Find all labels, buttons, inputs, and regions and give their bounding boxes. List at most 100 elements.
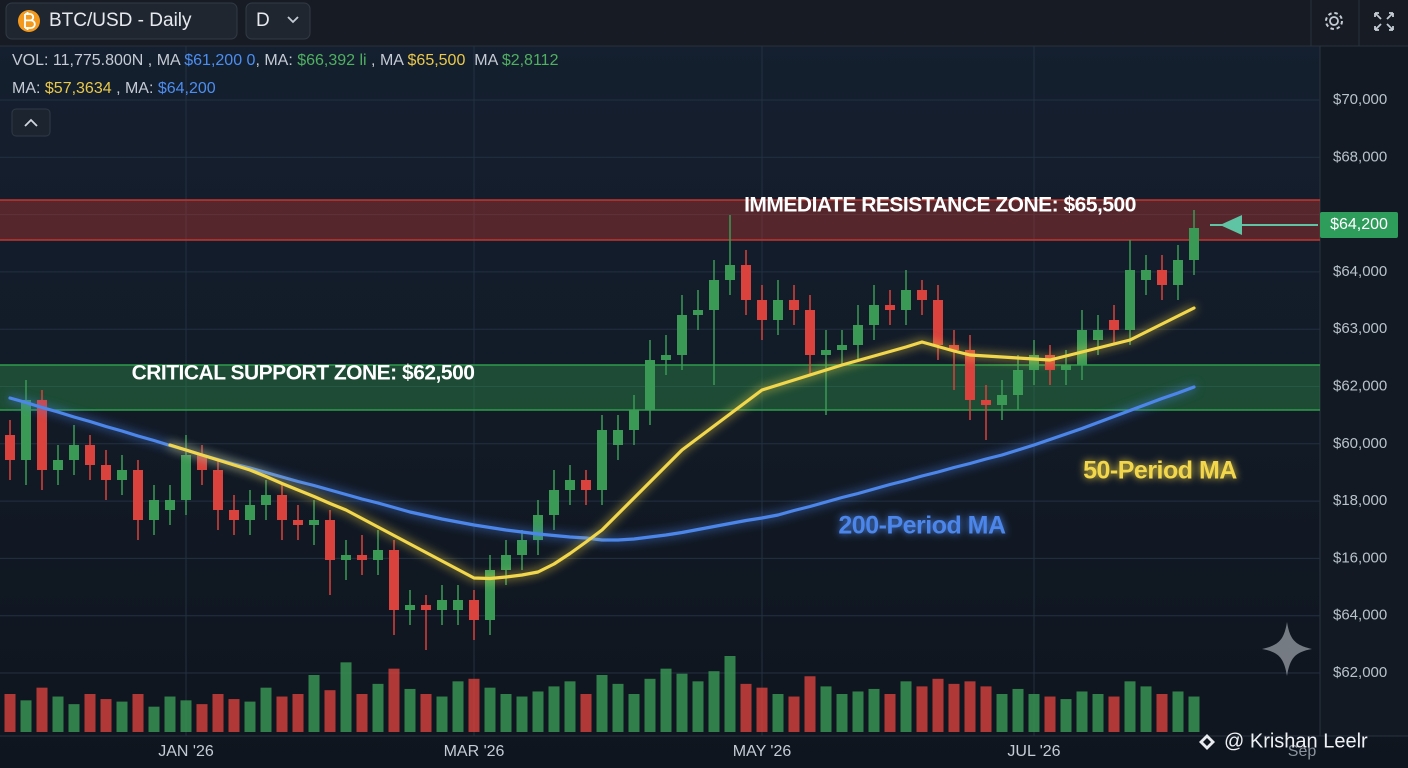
candle-body <box>981 400 991 405</box>
y-axis-label: $64,000 <box>1333 263 1387 280</box>
volume-bar <box>1028 694 1040 732</box>
candle-body <box>1189 228 1199 260</box>
candle-body <box>645 360 655 410</box>
candle-body <box>1093 330 1103 340</box>
candle-body <box>53 460 63 470</box>
volume-bar <box>708 671 720 732</box>
volume-bar <box>996 694 1008 732</box>
candle-body <box>1029 355 1039 370</box>
candle-body <box>1077 330 1087 365</box>
legend-segment: , MA <box>366 52 408 69</box>
candle-body <box>117 470 127 480</box>
candle-body <box>933 300 943 345</box>
candle-body <box>677 315 687 355</box>
volume-bar <box>1140 686 1152 732</box>
volume-bar <box>452 681 464 732</box>
settings-button[interactable] <box>1325 12 1343 30</box>
candle-body <box>805 310 815 355</box>
candle-body <box>1173 260 1183 285</box>
last-price-label: $64,200 <box>1330 216 1388 233</box>
volume-bar <box>532 691 544 732</box>
candle-body <box>373 550 383 560</box>
volume-bar <box>212 694 224 732</box>
y-axis-label: $62,000 <box>1333 377 1387 394</box>
candle-body <box>293 520 303 525</box>
bitcoin-glyph <box>24 12 36 30</box>
volume-bar <box>1124 681 1136 732</box>
fullscreen-button[interactable] <box>1374 12 1394 31</box>
legend-segment: $61,200 0 <box>184 52 256 69</box>
candle-body <box>533 515 543 540</box>
candle-body <box>101 465 111 480</box>
volume-bar <box>612 683 624 732</box>
volume-bar <box>196 704 208 732</box>
candle-body <box>357 555 367 560</box>
volume-bar <box>1012 688 1024 732</box>
legend-segment: $65,500 <box>407 52 466 69</box>
series-label: 50-Period MA <box>1083 457 1237 485</box>
dropdown-chevron <box>287 16 299 24</box>
y-axis-label: $62,000 <box>1333 664 1387 681</box>
x-tick-label: MAR '26 <box>444 743 505 760</box>
volume-bar <box>884 694 896 732</box>
legend-segment: $66,392 li <box>297 52 367 69</box>
volume-bar <box>1156 694 1168 732</box>
candle-body <box>85 445 95 465</box>
interval-selector[interactable] <box>245 2 311 40</box>
candle-body <box>613 430 623 445</box>
volume-bar <box>596 675 608 732</box>
volume-bar <box>1092 694 1104 732</box>
volume-bar <box>916 686 928 732</box>
volume-bar <box>292 694 304 732</box>
collapse-chevron <box>24 118 38 127</box>
legend-segment: VOL: 11,775.800N , MA <box>12 52 185 69</box>
volume-bar <box>308 675 320 732</box>
candle-body <box>1061 365 1071 370</box>
volume-bar <box>244 701 256 732</box>
candle-body <box>885 305 895 310</box>
volume-bar <box>388 668 400 732</box>
volume-bar <box>132 694 144 732</box>
volume-bar <box>772 694 784 732</box>
price-axis-background <box>1320 46 1408 736</box>
candle-body <box>485 570 495 620</box>
candle-body <box>949 345 959 350</box>
candle-body <box>341 555 351 560</box>
candle-body <box>917 290 927 300</box>
volume-bar <box>1076 691 1088 732</box>
symbol-selector[interactable] <box>5 2 238 40</box>
volume-bar <box>228 699 240 732</box>
volume-bar <box>580 694 592 732</box>
volume-bar <box>260 687 272 732</box>
volume-bar <box>1108 696 1120 732</box>
y-axis-label: $68,000 <box>1333 148 1387 165</box>
volume-bar <box>20 700 32 732</box>
volume-bar <box>100 699 112 732</box>
volume-bar <box>1188 696 1200 732</box>
candle-body <box>261 495 271 505</box>
candle-body <box>597 430 607 490</box>
candle-body <box>965 350 975 400</box>
candle-body <box>1141 270 1151 280</box>
legend-line: MA: $57,3634 , MA: $64,200 <box>12 80 216 98</box>
legend-segment: MA <box>465 52 502 69</box>
candle-body <box>1157 270 1167 285</box>
y-axis-label: $64,000 <box>1333 607 1387 624</box>
volume-bar <box>932 678 944 732</box>
legend-segment: MA: <box>12 80 45 97</box>
candle-body <box>5 435 15 460</box>
collapse-legend-button[interactable] <box>11 108 51 137</box>
volume-bar <box>420 694 432 732</box>
x-tick-label: JUL '26 <box>1007 743 1060 760</box>
volume-bar <box>436 696 448 732</box>
last-price-tag <box>1320 212 1398 238</box>
volume-bar <box>1044 696 1056 732</box>
volume-bar <box>788 696 800 732</box>
volume-bar <box>628 694 640 732</box>
volume-bar <box>356 694 368 732</box>
volume-bar <box>900 681 912 732</box>
sparkle-watermark <box>1262 622 1312 676</box>
volume-bar <box>740 683 752 732</box>
candle-body <box>389 550 399 610</box>
